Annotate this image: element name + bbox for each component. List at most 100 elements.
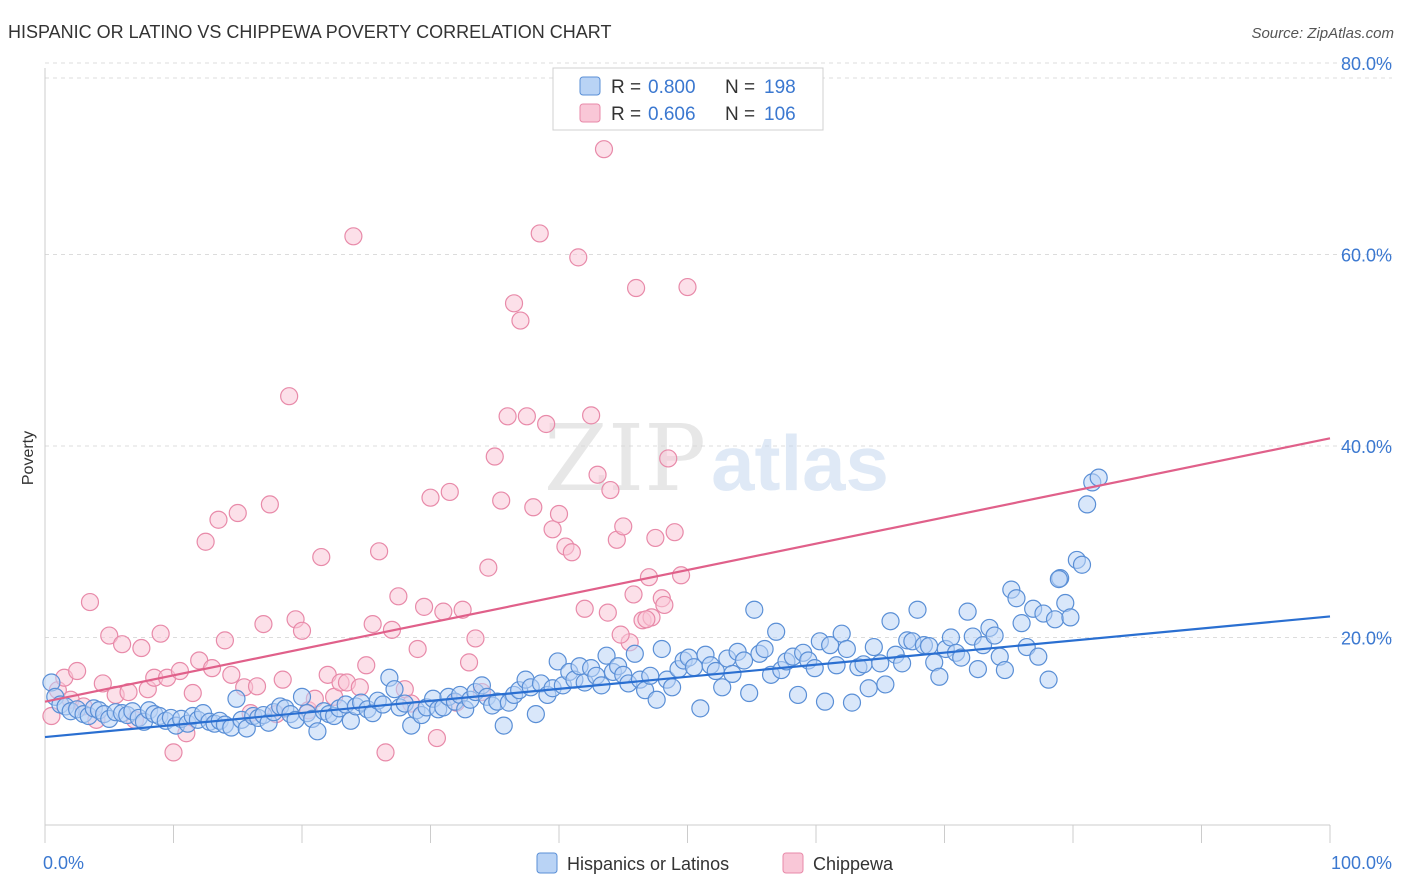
hispanic-point <box>827 656 846 675</box>
legend-r-value-pink: 0.606 <box>648 104 696 125</box>
y-tick-label: 80.0% <box>1341 54 1392 74</box>
chippewa-point <box>280 387 299 406</box>
x-tick-label-min: 0.0% <box>43 853 84 873</box>
bottom-legend: Hispanics or Latinos Chippewa <box>536 852 894 874</box>
hispanic-point <box>227 689 246 708</box>
chippewa-point <box>646 528 665 548</box>
chart-title: HISPANIC OR LATINO VS CHIPPEWA POVERTY C… <box>8 22 612 42</box>
chippewa-point <box>376 743 395 762</box>
hispanic-point <box>308 722 327 741</box>
hispanic-point <box>952 648 971 667</box>
chippewa-point <box>655 595 674 615</box>
chippewa-point <box>170 661 190 681</box>
chippewa-point <box>530 224 549 243</box>
hispanic-point <box>958 602 977 621</box>
chippewa-point <box>453 600 472 619</box>
hispanic-point <box>292 687 312 706</box>
chippewa-point <box>215 631 234 650</box>
hispanic-point <box>740 683 759 703</box>
hispanic-point <box>1049 569 1068 589</box>
bottom-legend-swatch-blue <box>536 852 558 874</box>
hispanic-point <box>985 626 1004 645</box>
chippewa-point <box>569 248 588 267</box>
hispanic-point <box>930 667 949 686</box>
chippewa-point <box>678 277 697 297</box>
chippewa-point <box>549 504 569 524</box>
hispanic-point <box>876 675 895 694</box>
legend-swatch-blue <box>579 76 601 96</box>
chippewa-point <box>196 532 215 551</box>
hispanic-point <box>385 680 404 699</box>
chippewa-point <box>132 638 151 658</box>
hispanic-point <box>842 693 862 712</box>
hispanic-point <box>908 600 927 619</box>
chippewa-point <box>408 639 427 659</box>
hispanic-point <box>1078 495 1097 514</box>
y-tick-label: 40.0% <box>1341 437 1392 457</box>
chippewa-point <box>492 491 511 510</box>
chippewa-point <box>524 498 543 517</box>
chippewa-point <box>434 602 453 621</box>
trend-lines <box>44 437 1331 739</box>
y-axis-label: Poverty <box>20 431 37 485</box>
bottom-legend-label-pink: Chippewa <box>813 854 894 874</box>
legend-n-value-pink: 106 <box>764 104 796 125</box>
hispanic-point <box>1007 589 1026 608</box>
chippewa-point <box>511 311 530 330</box>
chippewa-point <box>504 294 524 313</box>
hispanic-point <box>755 639 774 659</box>
chippewa-point <box>222 665 241 684</box>
chippewa-point <box>575 599 594 618</box>
hispanic-point <box>494 716 513 735</box>
hispanic-point <box>864 637 883 657</box>
chippewa-point <box>598 603 617 622</box>
hispanic-point <box>1045 610 1065 629</box>
chippewa-point <box>626 278 646 298</box>
chippewa-point <box>112 635 132 654</box>
legend-n-label-blue: N = <box>725 77 760 98</box>
legend-r-value-blue: 0.800 <box>648 77 696 98</box>
chippewa-point <box>247 677 267 696</box>
source-label: Source: ZipAtlas.com <box>1251 25 1394 42</box>
hispanic-point <box>1039 670 1058 689</box>
hispanic-point <box>815 692 835 711</box>
chippewa-point <box>183 683 202 703</box>
chippewa-point <box>517 407 536 426</box>
chippewa-trend-line <box>44 437 1331 703</box>
legend-swatch-pink <box>579 103 601 123</box>
chippewa-point <box>93 674 112 693</box>
chippewa-point <box>370 542 389 561</box>
chippewa-point <box>588 465 607 484</box>
chippewa-point <box>594 140 614 159</box>
hispanic-point <box>941 628 961 647</box>
hispanic-point <box>1072 555 1092 574</box>
chippewa-point <box>479 558 498 577</box>
chippewa-point <box>68 661 87 681</box>
chippewa-point <box>543 520 562 539</box>
hispanic-point <box>625 644 644 663</box>
chippewa-point <box>421 488 440 507</box>
watermark-zip: ZIP <box>544 405 706 512</box>
chippewa-point <box>260 495 279 514</box>
hispanic-point <box>805 659 824 678</box>
legend-n-label-pink: N = <box>725 104 760 125</box>
hispanic-point <box>662 678 682 697</box>
chippewa-point <box>614 517 633 536</box>
y-tick-label: 60.0% <box>1341 246 1392 266</box>
chippewa-point <box>254 614 273 634</box>
chippewa-point <box>537 414 556 434</box>
hispanic-point <box>597 646 616 665</box>
chippewa-point <box>414 597 434 616</box>
chippewa-point <box>440 482 459 502</box>
y-tick-label: 20.0% <box>1341 629 1392 649</box>
chippewa-point <box>601 480 620 500</box>
chippewa-point <box>582 406 601 425</box>
chippewa-point <box>228 503 247 523</box>
watermark: ZIP atlas <box>544 405 889 512</box>
chippewa-point <box>209 510 228 529</box>
hispanic-point <box>1061 608 1080 627</box>
chippewa-point <box>562 543 581 562</box>
bottom-legend-swatch-pink <box>782 852 804 874</box>
hispanic-point <box>745 600 764 619</box>
chippewa-point <box>624 585 643 604</box>
